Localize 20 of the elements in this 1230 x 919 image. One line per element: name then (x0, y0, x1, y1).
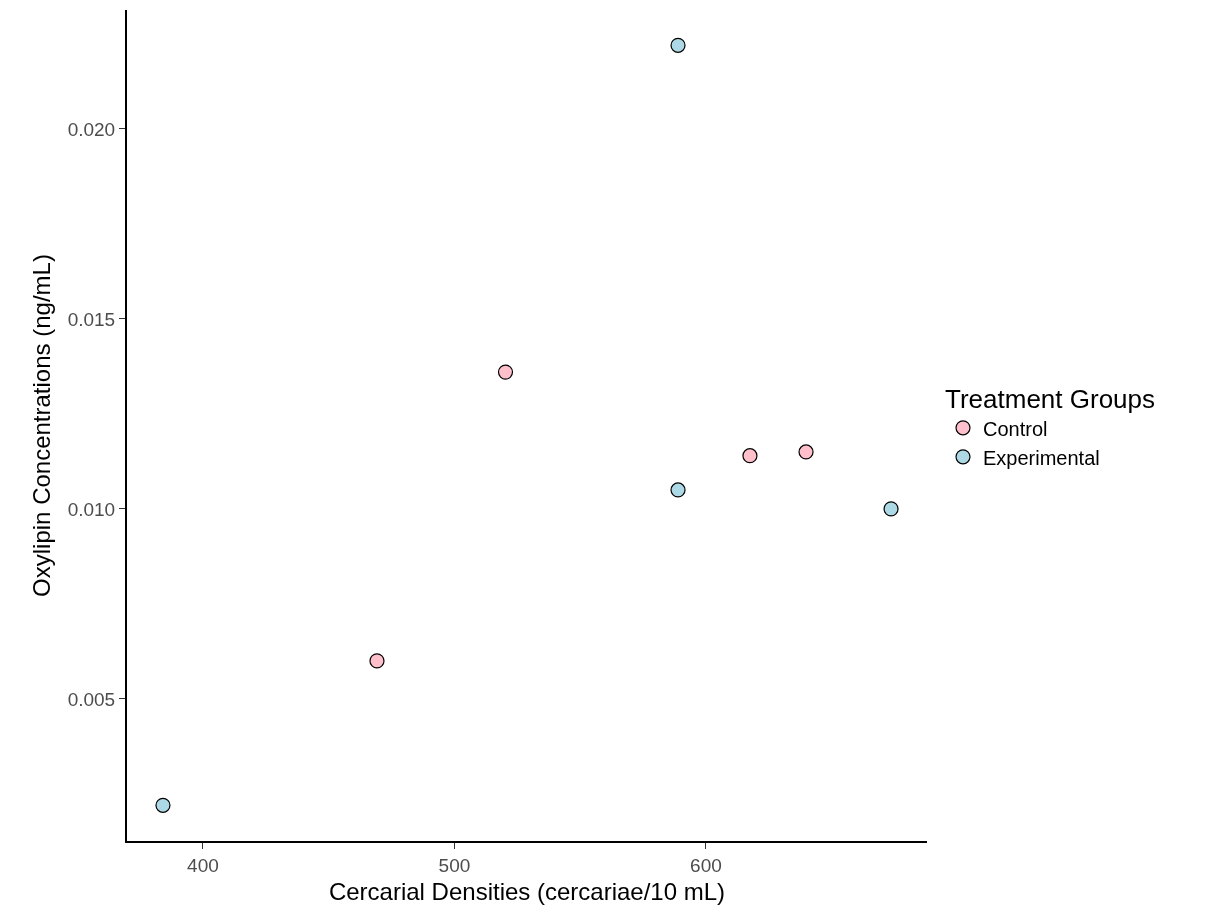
x-tick-label: 600 (690, 854, 722, 876)
point (798, 444, 814, 460)
point (670, 482, 686, 498)
legend-label: Control (983, 417, 1048, 440)
y-tick-label: 0.005 (67, 688, 116, 710)
x-tick-label: 500 (438, 854, 471, 876)
x-axis-title: Cercarial Densities (cercariae/10 mL) (328, 877, 726, 905)
point (883, 501, 899, 517)
y-tick-label: 0.020 (67, 118, 116, 140)
y-axis-title: Oxylipin Concentrations (ng/mL) (28, 254, 56, 597)
y-tick-label: 0.015 (67, 308, 116, 330)
point (155, 797, 171, 813)
point (369, 653, 385, 669)
y-tick-label: 0.010 (67, 498, 116, 520)
legend-title: Treatment Groups (945, 384, 1156, 415)
point (742, 448, 758, 464)
point (497, 364, 514, 380)
point (670, 37, 686, 53)
x-tick-label: 400 (187, 854, 219, 876)
legend-label: Experimental (983, 446, 1100, 469)
